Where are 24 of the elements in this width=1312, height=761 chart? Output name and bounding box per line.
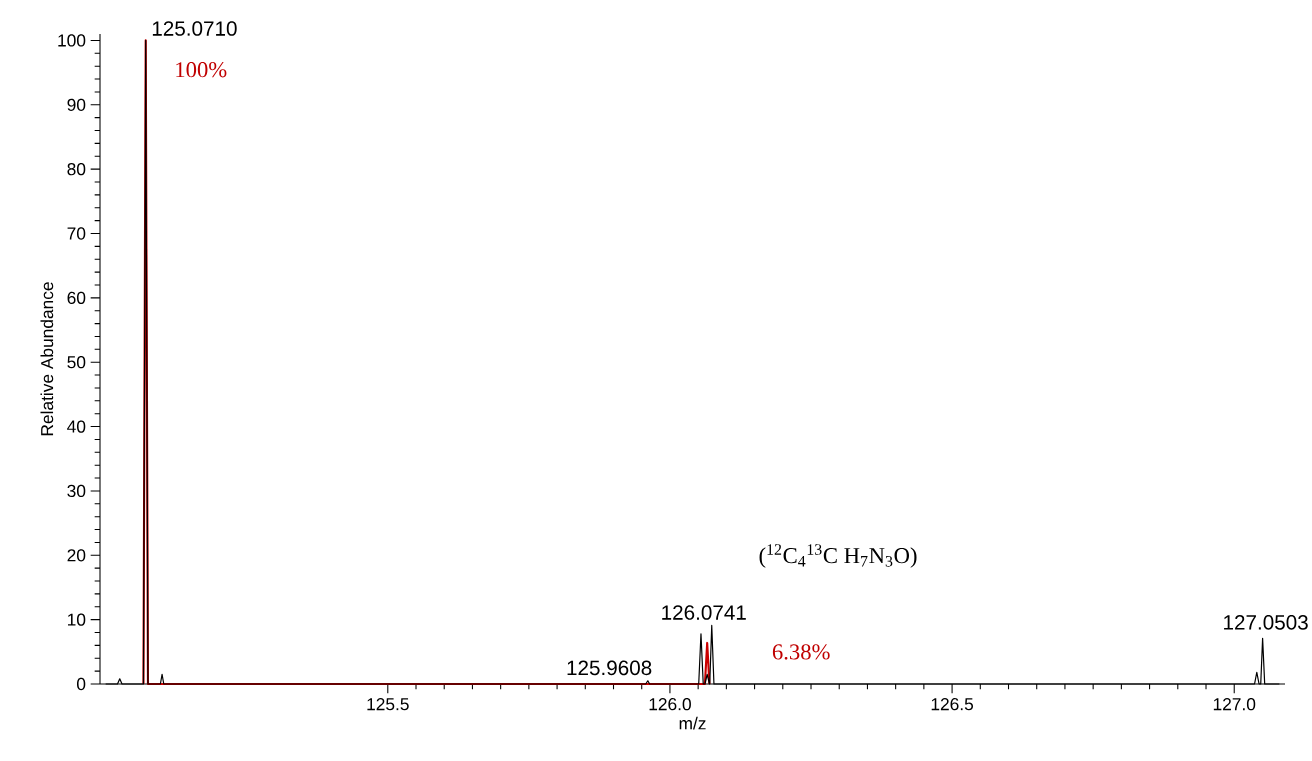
y-tick-label: 60 bbox=[67, 291, 86, 304]
y-tick-label: 30 bbox=[67, 484, 86, 498]
x-tick-label: 125.5 bbox=[367, 698, 409, 711]
y-tick-label: 80 bbox=[67, 163, 86, 176]
text: ($^{12}$C$_{4}$$^{13}$C H$_{7}$N$_{3}$O) bbox=[759, 544, 917, 568]
annotation: 125.0710 bbox=[152, 21, 237, 36]
annotation: 126.0741 bbox=[662, 605, 746, 620]
y-tick-label: 100 bbox=[58, 34, 86, 47]
annotation: 125.9608 bbox=[567, 660, 652, 676]
y-tick-label: 90 bbox=[67, 98, 86, 111]
x-tick-label: 126.5 bbox=[931, 698, 974, 711]
x-tick-label: 127.0 bbox=[1213, 698, 1256, 711]
x-tick-label: 126.0 bbox=[649, 698, 691, 711]
y-axis-title: Relative Abundance bbox=[40, 282, 54, 436]
y-tick-label: 10 bbox=[68, 613, 86, 626]
x-axis-title: m/z bbox=[679, 716, 706, 730]
y-tick-label: 0 bbox=[76, 677, 86, 691]
y-tick-label: 20 bbox=[67, 549, 86, 562]
y-tick-label: 70 bbox=[67, 227, 86, 240]
annotation: 100% bbox=[176, 62, 227, 78]
annotation: 6.38% bbox=[772, 644, 830, 660]
y-tick-label: 50 bbox=[67, 356, 86, 369]
annotation: 127.0503 bbox=[1224, 615, 1308, 630]
y-tick-label: 40 bbox=[67, 420, 86, 433]
